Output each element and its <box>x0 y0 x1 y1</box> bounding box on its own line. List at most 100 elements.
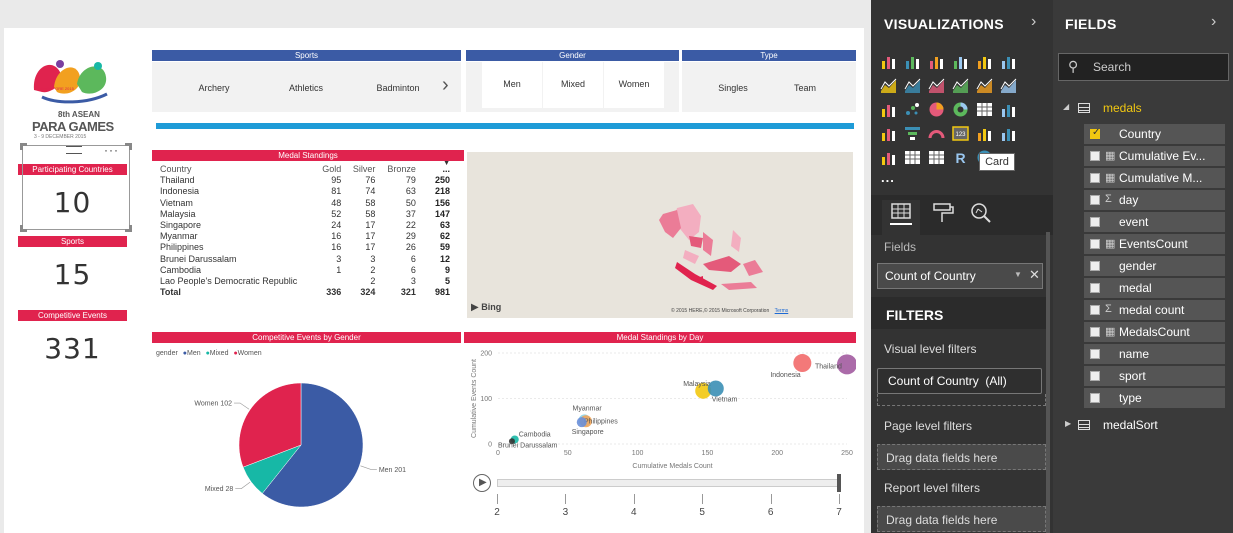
resize-handle-top-right[interactable] <box>125 143 132 150</box>
field-item-eventscount[interactable]: ▦ EventsCount <box>1084 234 1225 254</box>
stacked-bar-icon[interactable] <box>880 53 897 70</box>
waterfall-icon[interactable] <box>880 101 897 118</box>
r-visual-icon[interactable]: R <box>952 149 969 166</box>
scatter-point-vietnam[interactable] <box>707 380 724 397</box>
pie-icon[interactable] <box>928 101 945 118</box>
fields-search-box[interactable]: ⚲ Search <box>1058 53 1229 81</box>
table-icon[interactable] <box>904 149 921 166</box>
pie-slice-women[interactable] <box>238 382 302 468</box>
field-checkbox[interactable] <box>1090 371 1100 381</box>
line-clustered-icon[interactable] <box>976 77 993 94</box>
remove-field-icon[interactable]: ✕ <box>1029 267 1040 282</box>
clustered-column-icon[interactable] <box>952 53 969 70</box>
table-row[interactable]: Singapore 24 17 22 63 <box>160 220 450 231</box>
field-item-cumulative-ev-[interactable]: ▦ Cumulative Ev... <box>1084 146 1225 166</box>
filled-map-icon[interactable] <box>880 125 897 142</box>
field-item-type[interactable]: type <box>1084 388 1225 408</box>
line-column-icon[interactable] <box>952 77 969 94</box>
scatter-point-malaysia[interactable] <box>695 382 712 399</box>
line-chart-icon[interactable] <box>880 77 897 94</box>
slicer-icon[interactable] <box>880 149 897 166</box>
map-terms-link[interactable]: Terms <box>774 308 789 314</box>
slicer-item-mixed[interactable]: Mixed <box>543 62 603 108</box>
medal-map[interactable]: ▶ Bing © 2015 HERE,© 2015 Microsoft Corp… <box>467 152 853 318</box>
donut-icon[interactable] <box>952 101 969 118</box>
chevron-right-icon[interactable]: › <box>442 74 449 96</box>
scatter-point-thailand[interactable] <box>837 354 856 375</box>
slicer-item-archery[interactable]: Archery <box>198 83 230 93</box>
play-axis-thumb[interactable] <box>837 474 841 492</box>
table-row[interactable]: Cambodia 1 2 6 9 <box>160 265 450 276</box>
ribbon-chart-icon[interactable] <box>1000 77 1017 94</box>
kpi-icon[interactable] <box>1000 125 1017 142</box>
resize-handle-bottom-left[interactable] <box>20 225 27 232</box>
table-medalsort[interactable]: ▶ medalSort <box>1063 417 1223 435</box>
play-axis-track[interactable] <box>497 479 839 487</box>
pie-slice-men[interactable] <box>261 382 364 508</box>
slicer-item-badminton[interactable]: Badminton <box>376 83 420 93</box>
field-checkbox[interactable] <box>1090 217 1100 227</box>
card-icon[interactable]: 123 <box>952 125 969 142</box>
field-checkbox[interactable] <box>1090 173 1100 183</box>
table-row[interactable]: Thailand 95 76 79 250 <box>160 175 450 186</box>
column-header-silver[interactable]: Silver <box>352 164 376 174</box>
viz-pane-scrollbar[interactable] <box>1046 232 1050 533</box>
table-medals[interactable]: ◢ medals <box>1063 100 1223 118</box>
table-row[interactable]: Lao People's Democratic Republic 2 3 5 <box>160 276 450 287</box>
field-checkbox[interactable] <box>1090 327 1100 337</box>
slicer-item-singles[interactable]: Singles <box>718 83 748 93</box>
table-row[interactable]: Brunei Darussalam 3 3 6 12 <box>160 254 450 265</box>
column-header-gold[interactable]: Gold <box>322 164 342 174</box>
clustered-bar-icon[interactable] <box>928 53 945 70</box>
scatter-point-indonesia[interactable] <box>793 354 812 373</box>
field-checkbox[interactable] <box>1090 239 1100 249</box>
resize-handle-bottom-right[interactable] <box>125 225 132 232</box>
table-row[interactable]: Vietnam 48 58 50 156 <box>160 198 450 209</box>
field-item-country[interactable]: ✓ Country <box>1084 124 1225 144</box>
stacked-area-icon[interactable] <box>928 77 945 94</box>
multirow-card-icon[interactable] <box>976 125 993 142</box>
slicer-item-team[interactable]: Team <box>793 83 816 93</box>
column-header-total[interactable]: ▼ ... <box>416 160 450 175</box>
field-checkbox[interactable] <box>1090 305 1100 315</box>
field-item-medalscount[interactable]: ▦ MedalsCount <box>1084 322 1225 342</box>
table-row[interactable]: Indonesia 81 74 63 218 <box>160 186 450 197</box>
column-header-bronze[interactable]: Bronze <box>387 164 416 174</box>
field-checkbox[interactable] <box>1090 151 1100 161</box>
slicer-item-athletics[interactable]: Athletics <box>288 83 323 93</box>
tab-fields[interactable] <box>882 200 920 235</box>
kpi-competitive-events[interactable]: Competitive Events 331 <box>18 310 127 372</box>
more-visuals-icon[interactable]: ... <box>881 170 895 185</box>
field-checkbox[interactable] <box>1090 283 1100 293</box>
stacked-column-icon[interactable] <box>904 53 921 70</box>
scatter-chart[interactable]: 0 100 200 0 50 100 150 200 250 Cumulative Medals … <box>464 343 856 475</box>
resize-handle-top-left[interactable] <box>20 143 27 150</box>
field-checkbox[interactable] <box>1090 393 1100 403</box>
gauge-icon[interactable] <box>928 125 945 142</box>
field-checkbox[interactable] <box>1090 195 1100 205</box>
slicer-item-men[interactable]: Men <box>482 62 542 108</box>
focus-mode-icon[interactable] <box>66 146 82 154</box>
field-item-cumulative-m-[interactable]: ▦ Cumulative M... <box>1084 168 1225 188</box>
page-filter-drop-zone[interactable]: Drag data fields here <box>877 444 1046 470</box>
play-axis-play-button[interactable]: ▶ <box>473 474 491 492</box>
more-options-icon[interactable]: ··· <box>104 143 119 157</box>
tab-format[interactable] <box>928 200 958 230</box>
column-header-country[interactable]: Country <box>160 164 192 174</box>
map-icon[interactable] <box>1000 101 1017 118</box>
field-well-value[interactable]: Count of Country ▼ ✕ <box>877 263 1043 289</box>
visual-filter-drop-zone[interactable] <box>877 394 1046 406</box>
scatter-point-singapore[interactable] <box>576 417 587 428</box>
field-item-name[interactable]: name <box>1084 344 1225 364</box>
treemap-icon[interactable] <box>976 101 993 118</box>
table-row[interactable]: Philippines 16 17 26 59 <box>160 242 450 253</box>
field-item-sport[interactable]: sport <box>1084 366 1225 386</box>
visual-selection-frame[interactable] <box>22 145 130 230</box>
matrix-icon[interactable] <box>928 149 945 166</box>
range-slider-bar[interactable] <box>156 123 854 129</box>
legend-men[interactable]: Men <box>186 350 201 357</box>
collapse-visualizations-icon[interactable]: › <box>1031 13 1037 30</box>
collapse-fields-icon[interactable]: › <box>1211 13 1217 30</box>
table-row[interactable]: Malaysia 52 58 37 147 <box>160 209 450 220</box>
